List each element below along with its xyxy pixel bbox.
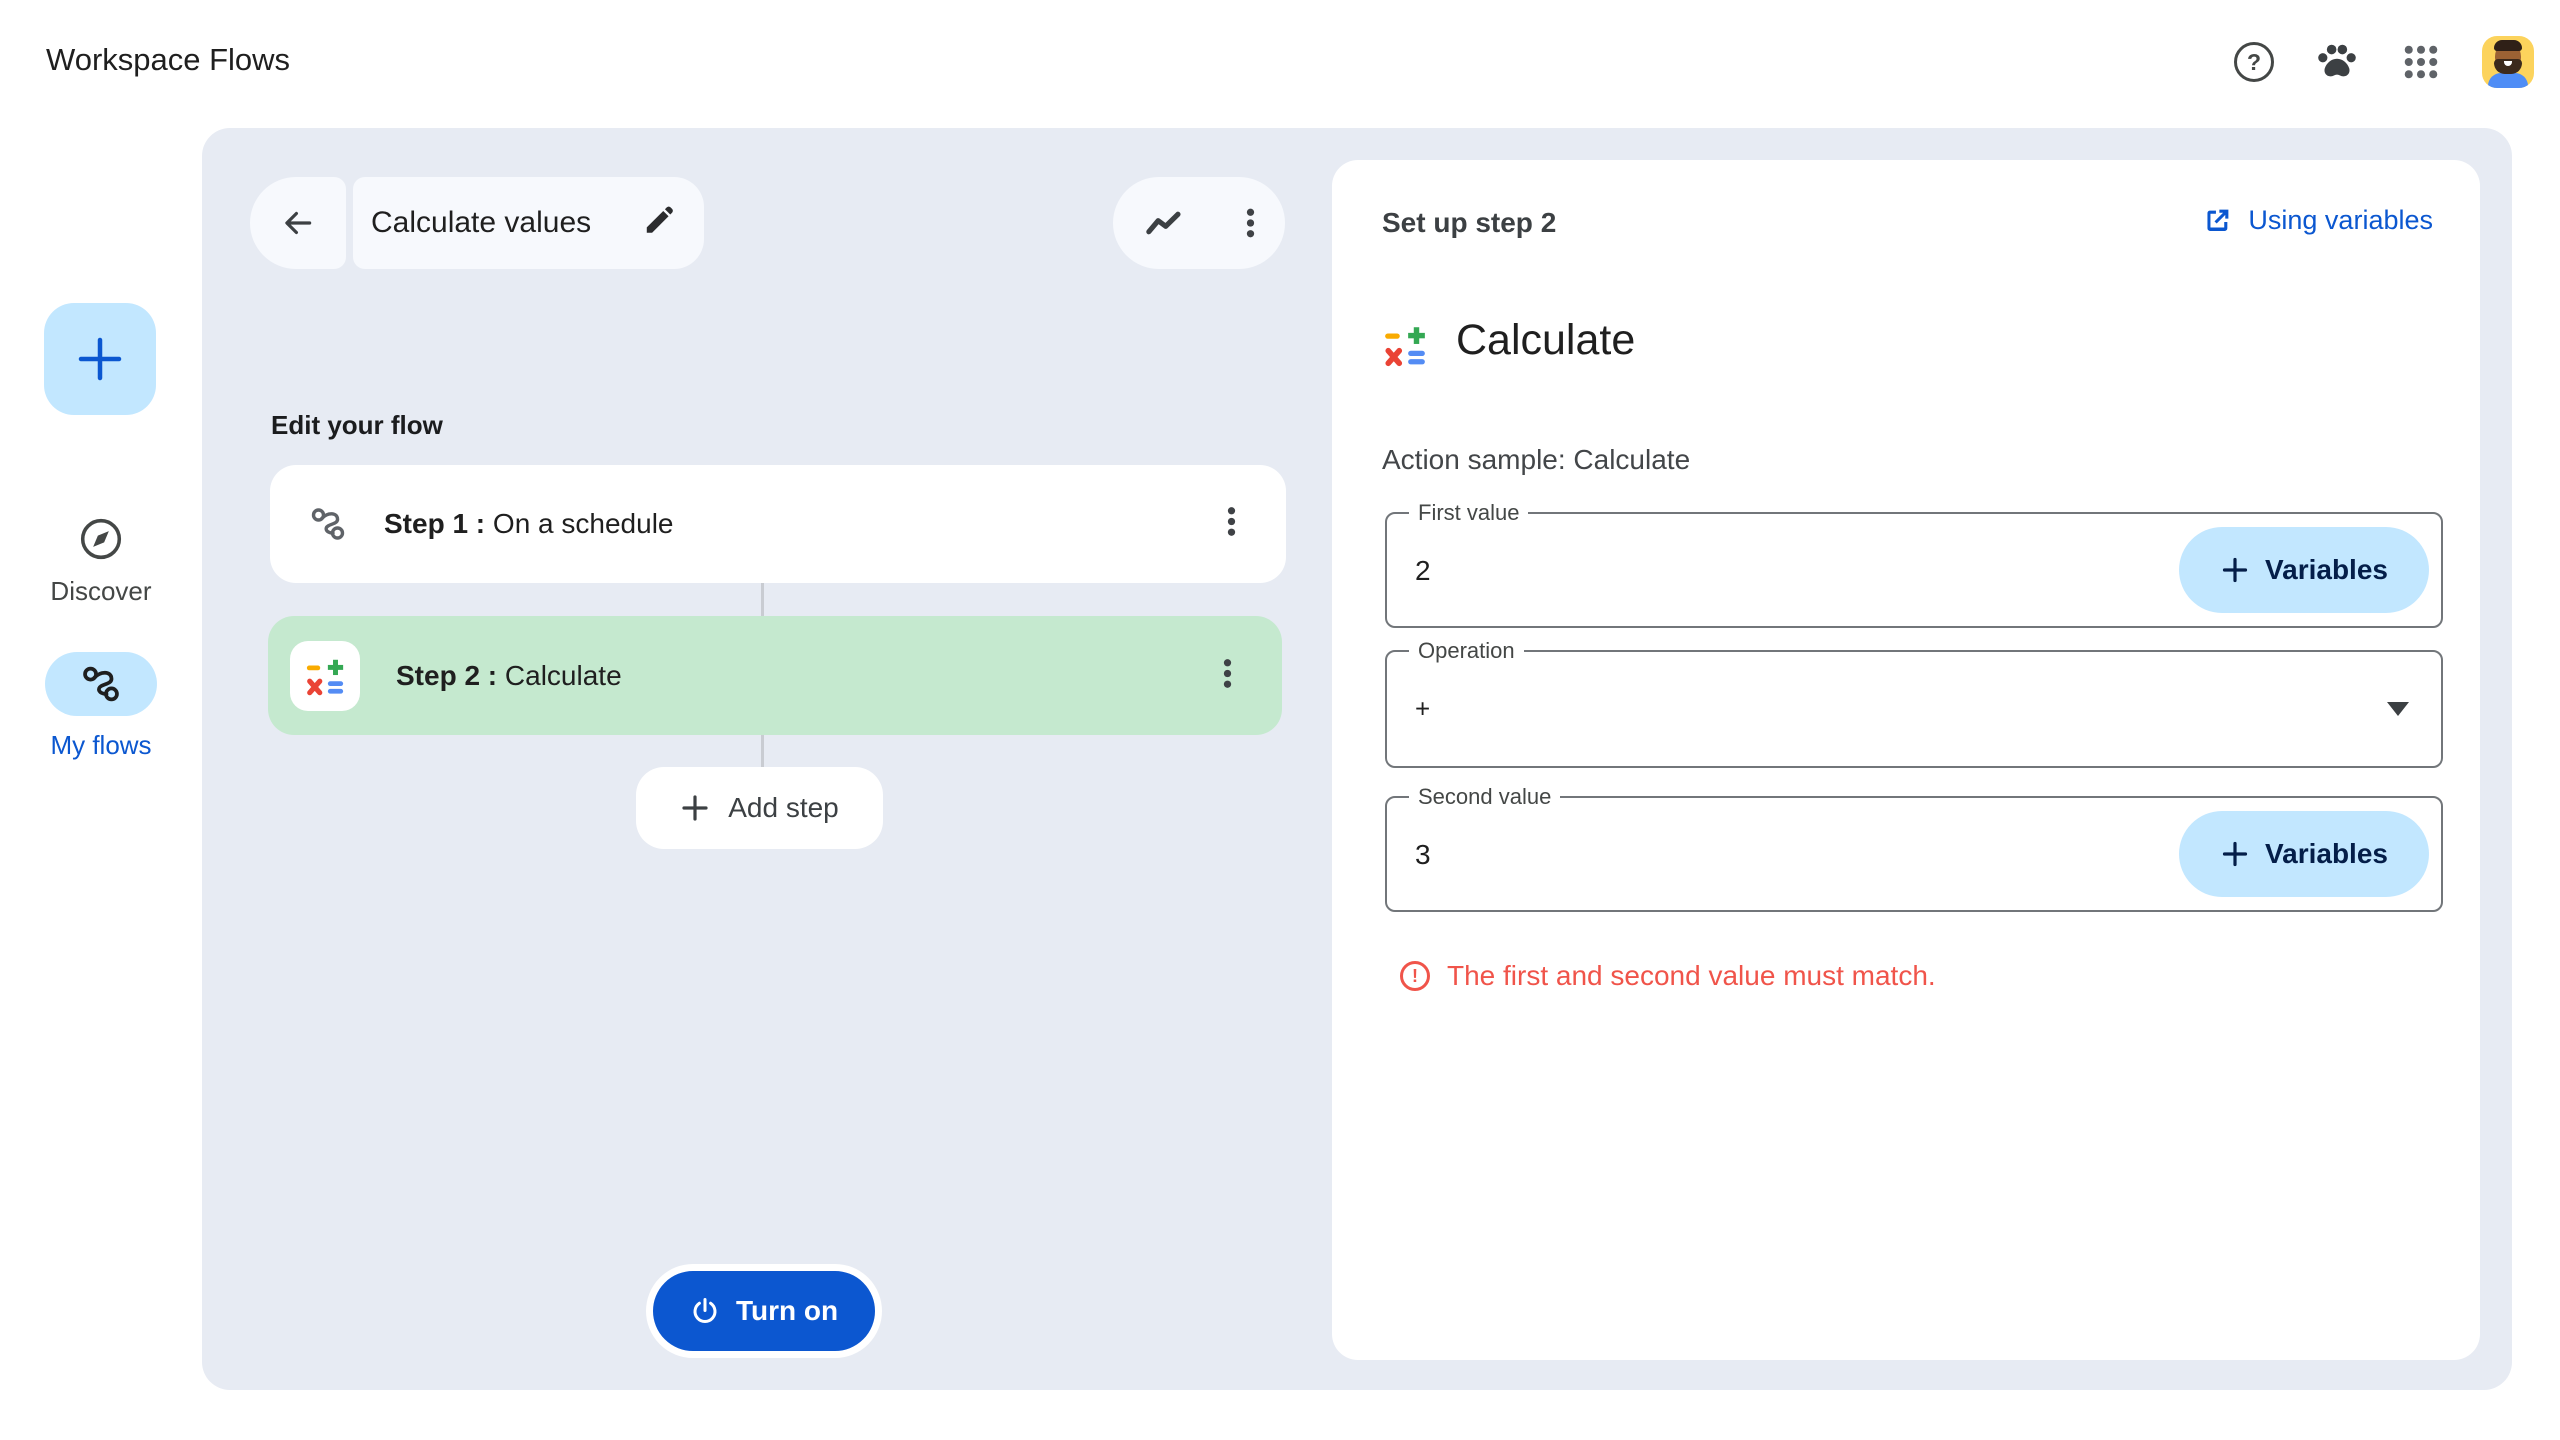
calculate-icon-tile: [290, 640, 360, 711]
action-icon: [1382, 322, 1428, 373]
second-value-input[interactable]: [1413, 798, 1977, 912]
second-value-variables-button[interactable]: Variables: [2179, 811, 2429, 897]
turn-on-label: Turn on: [735, 1295, 839, 1326]
step-2-card[interactable]: Step 2 : Calculate: [268, 616, 1282, 735]
active-pill: [45, 652, 157, 716]
operation-value: +: [1415, 693, 1431, 724]
using-variables-link[interactable]: Using variables: [2203, 205, 2433, 236]
avatar-beard: [2494, 59, 2522, 74]
open-in-new-icon: [2207, 209, 2229, 231]
page-title: Workspace Flows: [46, 42, 291, 77]
field-label: Operation: [1409, 638, 1524, 664]
turn-on-button[interactable]: Turn on: [646, 1264, 882, 1358]
rename-button[interactable]: [642, 204, 676, 243]
setup-panel-title: Set up step 2: [1382, 207, 1557, 238]
help-button[interactable]: [2234, 42, 2274, 82]
flow-toolbar: [1113, 177, 1285, 269]
calculate-icon: [306, 659, 344, 695]
error-message: The first and second value must match.: [1447, 960, 1936, 991]
pencil-icon: [646, 206, 673, 233]
variables-button-label: Variables: [2265, 554, 2388, 585]
kebab-vertical-icon: [1227, 507, 1236, 536]
avatar-shirt: [2488, 73, 2528, 88]
first-value-field[interactable]: First value Variables: [1385, 500, 2443, 628]
calculate-icon: [1385, 327, 1425, 367]
add-step-label: Add step: [728, 792, 839, 823]
kebab-vertical-icon: [1223, 658, 1232, 688]
plus-icon: [78, 337, 122, 381]
apps-grid-button[interactable]: [2400, 41, 2442, 83]
pets-button[interactable]: [2314, 39, 2360, 85]
schedule-trigger-icon: [311, 508, 345, 540]
kebab-vertical-icon: [1246, 208, 1255, 238]
step-connector: [761, 735, 764, 789]
step-prefix: Step 1 :: [384, 508, 486, 539]
using-variables-label: Using variables: [2248, 205, 2433, 235]
flow-name-field[interactable]: Calculate values: [353, 177, 704, 269]
step-name: Calculate: [504, 659, 622, 691]
sidebar-item-label: Discover: [50, 576, 152, 606]
step-name: On a schedule: [492, 508, 674, 539]
plus-icon: [2222, 841, 2248, 867]
step-prefix: Step 2 :: [396, 659, 498, 691]
plus-icon: [2222, 557, 2248, 583]
avatar-hair: [2494, 40, 2522, 51]
validation-error: The first and second value must match.: [1400, 960, 1936, 992]
sidebar-item-label: My flows: [50, 730, 152, 760]
step-title: Step 1 : On a schedule: [384, 508, 674, 540]
back-button[interactable]: [250, 177, 346, 269]
help-icon: [2234, 42, 2274, 82]
account-avatar[interactable]: [2482, 36, 2534, 88]
section-title: Edit your flow: [271, 410, 443, 440]
flow-icon: [83, 666, 119, 702]
first-value-variables-button[interactable]: Variables: [2179, 527, 2429, 613]
action-sample-text: Action sample: Calculate: [1382, 444, 1691, 475]
second-value-field[interactable]: Second value Variables: [1385, 784, 2443, 912]
operation-select[interactable]: Operation +: [1385, 638, 2443, 768]
caret-down-icon[interactable]: [2387, 702, 2409, 716]
power-icon: [693, 1298, 717, 1323]
line-chart-icon: [1146, 211, 1181, 235]
step-connector: [761, 583, 764, 616]
flow-more-menu-button[interactable]: [1246, 208, 1255, 238]
sidebar-item-discover[interactable]: Discover: [0, 516, 202, 607]
variables-button-label: Variables: [2265, 838, 2388, 869]
avatar-mouth: [2504, 61, 2512, 66]
header-actions: [2234, 36, 2534, 88]
compass-icon: [80, 518, 122, 560]
alert-circle-icon: [1400, 961, 1430, 991]
apps-grid-icon: [2404, 45, 2438, 79]
step-title: Step 2 : Calculate: [396, 660, 622, 692]
plus-icon: [682, 795, 708, 821]
step-1-card[interactable]: Step 1 : On a schedule: [270, 465, 1286, 583]
sidebar-item-my-flows[interactable]: My flows: [0, 652, 202, 761]
step-2-menu-button[interactable]: [1217, 652, 1238, 699]
first-value-input[interactable]: [1413, 514, 1977, 628]
paw-icon: [2318, 44, 2356, 77]
insights-button[interactable]: [1143, 209, 1185, 237]
flow-name: Calculate values: [371, 206, 592, 239]
new-flow-button[interactable]: [44, 303, 156, 415]
add-step-button[interactable]: Add step: [636, 767, 883, 849]
step-1-menu-button[interactable]: [1221, 501, 1242, 548]
action-title: Calculate: [1456, 316, 1636, 364]
arrow-left-icon: [285, 211, 312, 235]
